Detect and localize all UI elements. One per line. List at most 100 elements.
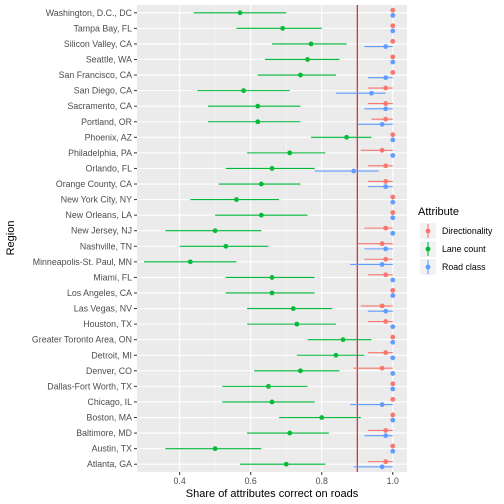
- point-road-class: [390, 324, 396, 330]
- point-directionality: [383, 256, 389, 262]
- point-road-class: [390, 293, 396, 298]
- x-axis-title: Share of attributes correct on roads: [186, 488, 359, 500]
- point-lane-count: [294, 321, 300, 327]
- point-lane-count: [255, 119, 261, 125]
- y-tick-label: New Orleans, LA: [66, 210, 133, 220]
- point-road-class: [383, 75, 389, 81]
- y-tick-label: Sacramento, CA: [67, 101, 132, 111]
- x-tick-label: 1.0: [387, 476, 399, 486]
- y-axis-title: Region: [5, 221, 17, 256]
- y-tick-label: Miami, FL: [93, 272, 132, 282]
- point-lane-count: [255, 103, 261, 109]
- point-lane-count: [266, 383, 271, 389]
- point-lane-count: [340, 337, 346, 343]
- point-lane-count: [283, 461, 289, 467]
- point-road-class: [390, 448, 396, 454]
- legend-key-point: [425, 228, 431, 234]
- point-lane-count: [298, 368, 303, 374]
- point-road-class: [390, 12, 396, 18]
- point-directionality: [379, 241, 385, 247]
- point-directionality: [390, 7, 396, 13]
- y-tick-label: Phoenix, AZ: [85, 132, 133, 142]
- point-lane-count: [234, 197, 239, 202]
- point-road-class: [390, 277, 396, 283]
- point-road-class: [390, 153, 396, 158]
- point-road-class: [390, 339, 396, 345]
- legend-title: Attribute: [418, 206, 459, 218]
- point-lane-count: [269, 166, 275, 171]
- point-lane-count: [258, 181, 264, 187]
- y-tick-label: Seattle, WA: [86, 54, 132, 64]
- x-tick-label: 0.4: [174, 476, 186, 486]
- point-directionality: [390, 54, 396, 60]
- point-road-class: [390, 355, 396, 361]
- point-lane-count: [258, 212, 264, 218]
- point-directionality: [383, 179, 389, 184]
- x-tick-labels: 0.4 0.6 0.8 1.0: [174, 476, 399, 486]
- point-lane-count: [269, 290, 275, 296]
- point-directionality: [383, 225, 389, 231]
- point-road-class: [390, 386, 396, 392]
- point-directionality: [390, 23, 396, 29]
- point-lane-count: [187, 259, 193, 265]
- point-road-class: [379, 464, 385, 470]
- y-tick-label: Orlando, FL: [86, 163, 133, 173]
- y-tick-label: Minneapolis-St. Paul, MN: [33, 257, 132, 267]
- point-road-class: [383, 106, 389, 112]
- point-road-class: [351, 168, 357, 174]
- point-lane-count: [290, 306, 296, 311]
- point-road-class: [383, 433, 389, 439]
- point-lane-count: [287, 430, 293, 436]
- point-road-class: [390, 59, 396, 65]
- point-directionality: [383, 459, 389, 465]
- point-road-class: [390, 371, 396, 376]
- y-tick-label: Tampa Bay, FL: [73, 23, 132, 33]
- point-lane-count: [269, 275, 275, 280]
- point-lane-count: [280, 25, 286, 31]
- point-road-class: [390, 215, 396, 221]
- point-road-class: [383, 184, 389, 190]
- y-tick-label: Nashville, TN: [80, 241, 132, 251]
- point-directionality: [390, 396, 396, 402]
- legend-key-point: [425, 264, 431, 270]
- point-lane-count: [319, 415, 325, 420]
- point-lane-count: [223, 243, 229, 249]
- y-tick-label: Houston, TX: [83, 319, 132, 329]
- point-lane-count: [241, 88, 246, 94]
- y-tick-label: Greater Toronto Area, ON: [32, 335, 132, 345]
- legend: Attribute Directionality Lane count Road c…: [418, 206, 493, 275]
- y-tick-label: Chicago, IL: [88, 397, 133, 407]
- legend-keys: Directionality Lane count Road class: [420, 223, 493, 275]
- y-tick-label: Detroit, MI: [91, 350, 132, 360]
- point-directionality: [379, 365, 385, 371]
- legend-label: Lane count: [442, 244, 486, 254]
- point-road-class: [379, 402, 385, 407]
- point-directionality: [383, 101, 389, 106]
- point-directionality: [383, 428, 389, 433]
- point-road-class: [379, 121, 385, 127]
- point-road-class: [390, 28, 396, 34]
- point-road-class: [390, 230, 396, 236]
- point-directionality: [390, 132, 396, 138]
- y-tick-label: Denver, CO: [86, 366, 132, 376]
- point-lane-count: [298, 72, 303, 78]
- point-road-class: [379, 262, 385, 267]
- point-directionality: [383, 350, 389, 356]
- point-road-class: [383, 308, 389, 314]
- point-road-class: [390, 137, 396, 143]
- y-tick-label: Washington, D.C., DC: [46, 8, 133, 18]
- point-directionality: [390, 381, 396, 387]
- point-lane-count: [237, 10, 243, 16]
- point-lane-count: [333, 352, 339, 358]
- y-tick-label: Baltimore, MD: [76, 428, 132, 438]
- point-lane-count: [212, 228, 218, 234]
- y-tick-label: San Diego, CA: [74, 86, 132, 96]
- y-tick-label: San Francisco, CA: [59, 70, 132, 80]
- point-directionality: [390, 38, 396, 44]
- x-tick-label: 0.6: [245, 476, 257, 486]
- point-directionality: [390, 194, 396, 200]
- panel-background: [137, 5, 407, 472]
- point-directionality: [379, 303, 385, 309]
- point-directionality: [383, 272, 389, 278]
